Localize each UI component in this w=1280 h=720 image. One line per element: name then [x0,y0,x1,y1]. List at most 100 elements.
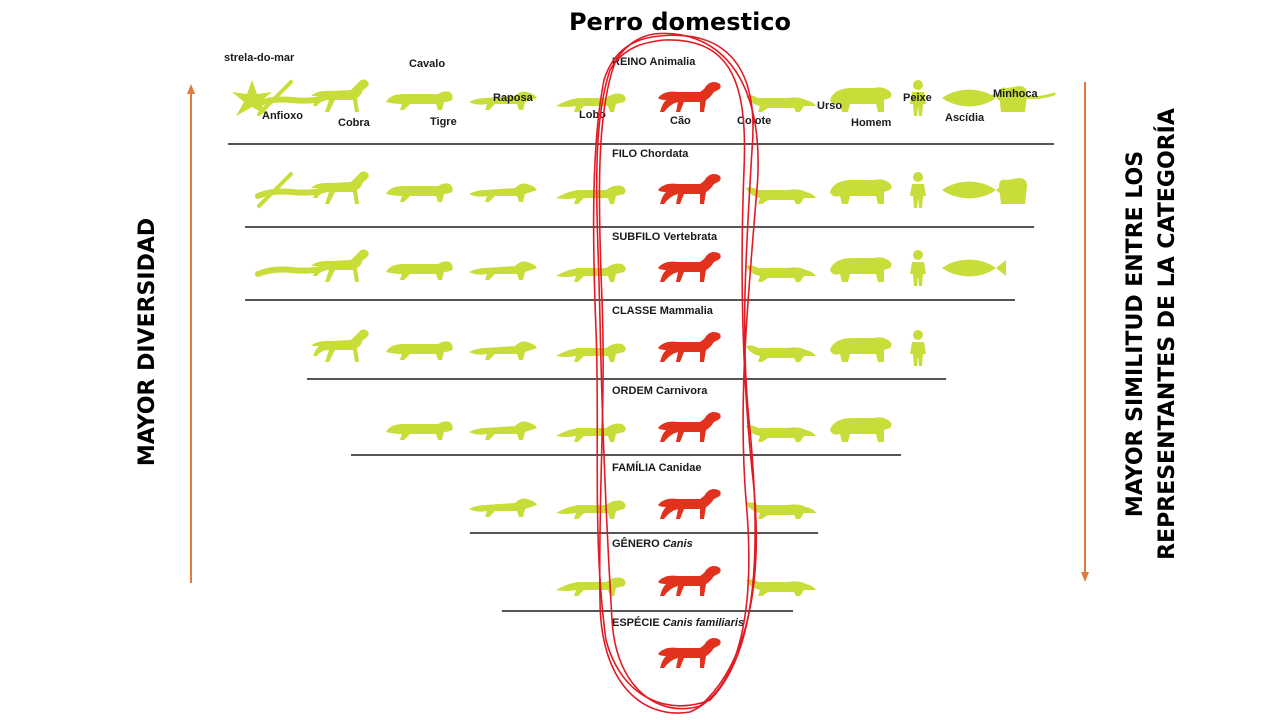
rank-divider [502,610,793,612]
rank-taxon: Mammalia [659,305,713,317]
rank-taxon: Carnivora [656,385,708,397]
animal-wolf-icon [552,483,632,532]
animal-ascidian-icon [973,168,1053,217]
rank-divider [470,532,818,534]
animal-coyote-icon [740,326,820,375]
rank-name: REINO [612,56,650,68]
rank-taxon: Canis [662,538,693,550]
animal-label: Anfioxo [262,110,303,122]
diagram-title: Perro domestico [568,8,792,36]
animal-label: strela-do-mar [224,52,295,64]
animal-fox-icon [465,76,545,125]
animal-horse-icon [303,326,383,375]
similarity-label-line-2: REPRESENTANTES DE LA CATEGORÍA [1155,108,1180,560]
rank-taxon: Vertebrata [663,231,718,243]
animal-bear-icon [820,168,900,217]
animal-coyote-icon [740,246,820,295]
animal-tiger-icon [380,326,460,375]
rank-label-7: ESPÉCIE Canis familiaris [612,617,744,629]
animal-dog-icon [648,632,728,681]
animal-worm-icon [980,76,1060,125]
animal-fox-icon [465,406,545,455]
animal-wolf-icon [552,246,632,295]
animal-dog-icon [648,246,728,295]
rank-label-3: CLASSE Mammalia [612,305,713,317]
animal-human-icon [878,168,958,217]
animal-human-icon [878,76,958,125]
animal-label: Ascídia [945,112,985,124]
animal-tiger-icon [380,406,460,455]
rank-label-4: ORDEM Carnivora [612,385,707,397]
animal-horse-icon [303,76,383,125]
animal-fish-icon [930,76,1010,125]
animal-coyote-icon [740,76,820,125]
animal-label: Homem [851,117,892,129]
animal-fox-icon [465,326,545,375]
rank-divider [351,454,901,456]
similarity-arrowhead [1081,572,1089,582]
diversity-label: MAYOR DIVERSIDAD [135,217,160,467]
rank-label-1: FILO Chordata [612,148,688,160]
animal-dog-icon [648,560,728,609]
rank-name: FILO [612,148,641,160]
animal-snake-icon [252,246,332,295]
animal-fox-icon [465,168,545,217]
animal-wolf-icon [552,406,632,455]
animal-label: Peixe [903,92,932,104]
rank-name: GÊNERO [612,538,663,550]
animal-label: Coiote [737,115,772,127]
rank-name: FAMÍLIA [612,462,659,474]
animal-label: Raposa [493,92,533,104]
animal-coyote-icon [740,560,820,609]
rank-name: ESPÉCIE [612,617,663,629]
animal-wolf-icon [552,560,632,609]
animal-fish-icon [930,246,1010,295]
animal-fox-icon [465,483,545,532]
animal-label: Tigre [430,116,457,128]
rank-name: CLASSE [612,305,660,317]
animal-ascidian-icon [973,76,1053,125]
rank-label-5: FAMÍLIA Canidae [612,462,701,474]
rank-label-6: GÊNERO Canis [612,538,693,550]
animal-human-icon [878,326,958,375]
similarity-label: MAYOR SIMILITUD ENTRE LOS REPRESENTANTES… [1120,108,1184,560]
animal-label: Cobra [338,117,370,129]
rank-taxon: Canidae [658,462,702,474]
animal-bear-icon [820,406,900,455]
animal-tiger-icon [380,246,460,295]
animal-human-icon [878,246,958,295]
animal-dog-icon [648,326,728,375]
animal-bear-icon [820,246,900,295]
animal-tiger-icon [380,76,460,125]
animal-tiger-icon [380,168,460,217]
animal-horse-icon [303,246,383,295]
animal-coyote-icon [740,483,820,532]
rank-divider [245,299,1015,301]
animal-label: Cão [670,115,691,127]
rank-name: ORDEM [612,385,656,397]
rank-name: SUBFILO [612,231,664,243]
animal-horse-icon [303,168,383,217]
animal-snake-icon [252,76,332,125]
animal-label: Lobo [579,109,606,121]
rank-taxon: Canis familiaris [662,617,745,629]
animal-wolf-icon [552,326,632,375]
animal-wolf-icon [552,168,632,217]
animal-dog-icon [648,168,728,217]
rank-label-0: REINO Animalia [612,56,695,68]
similarity-label-line-1: MAYOR SIMILITUD ENTRE LOS [1123,150,1148,518]
animal-fish-icon [930,168,1010,217]
animal-label: Minhoca [993,88,1038,100]
animal-snake-icon [252,168,332,217]
rank-divider [307,378,946,380]
rank-divider [228,143,1054,145]
animal-dog-icon [648,483,728,532]
animal-label: Urso [817,100,843,112]
animal-fox-icon [465,246,545,295]
animal-bear-icon [820,76,900,125]
rank-taxon: Chordata [640,148,689,160]
rank-divider [245,226,1034,228]
rank-label-2: SUBFILO Vertebrata [612,231,717,243]
